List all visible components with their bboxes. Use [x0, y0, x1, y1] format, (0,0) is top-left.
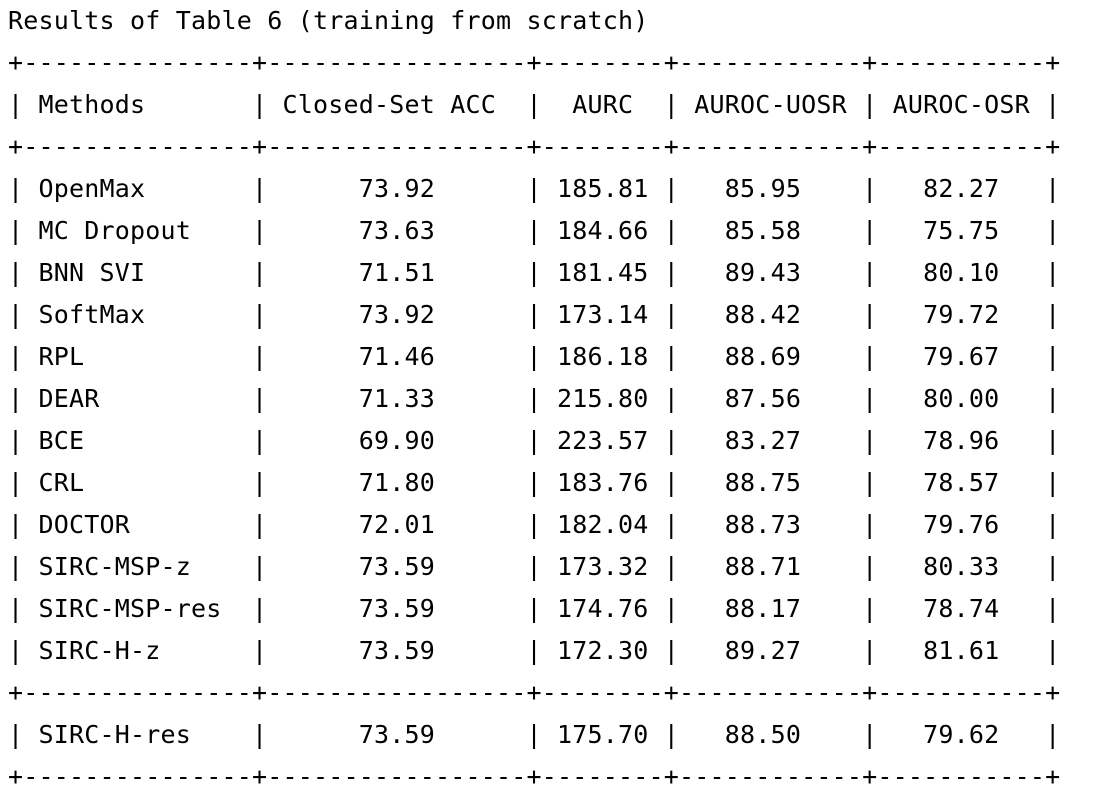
table-header-row: | Methods | Closed-Set ACC | AURC | AURO… [8, 90, 1061, 119]
table-row: | BCE | 69.90 | 223.57 | 83.27 | 78.96 | [8, 426, 1061, 455]
table-row: | SIRC-MSP-res | 73.59 | 174.76 | 88.17 … [8, 594, 1061, 623]
table-row: | OpenMax | 73.92 | 185.81 | 85.95 | 82.… [8, 174, 1061, 203]
table-border-bottom: +---------------+-----------------+-----… [8, 762, 1061, 791]
table-border-mid: +---------------+-----------------+-----… [8, 678, 1061, 707]
table-row: | RPL | 71.46 | 186.18 | 88.69 | 79.67 | [8, 342, 1061, 371]
table-border-top: +---------------+-----------------+-----… [8, 48, 1061, 77]
table-border-header: +---------------+-----------------+-----… [8, 132, 1061, 161]
table-row: | SIRC-H-res | 73.59 | 175.70 | 88.50 | … [8, 720, 1061, 749]
table-row: | SIRC-H-z | 73.59 | 172.30 | 89.27 | 81… [8, 636, 1061, 665]
table-row: | BNN SVI | 71.51 | 181.45 | 89.43 | 80.… [8, 258, 1061, 287]
terminal-output: Results of Table 6 (training from scratc… [8, 0, 1060, 798]
table-row: | DOCTOR | 72.01 | 182.04 | 88.73 | 79.7… [8, 510, 1061, 539]
table-row: | CRL | 71.80 | 183.76 | 88.75 | 78.57 | [8, 468, 1061, 497]
table-row: | SoftMax | 73.92 | 173.14 | 88.42 | 79.… [8, 300, 1061, 329]
output-title: Results of Table 6 (training from scratc… [8, 6, 649, 35]
table-row: | MC Dropout | 73.63 | 184.66 | 85.58 | … [8, 216, 1061, 245]
table-row: | SIRC-MSP-z | 73.59 | 173.32 | 88.71 | … [8, 552, 1061, 581]
table-row: | DEAR | 71.33 | 215.80 | 87.56 | 80.00 … [8, 384, 1061, 413]
